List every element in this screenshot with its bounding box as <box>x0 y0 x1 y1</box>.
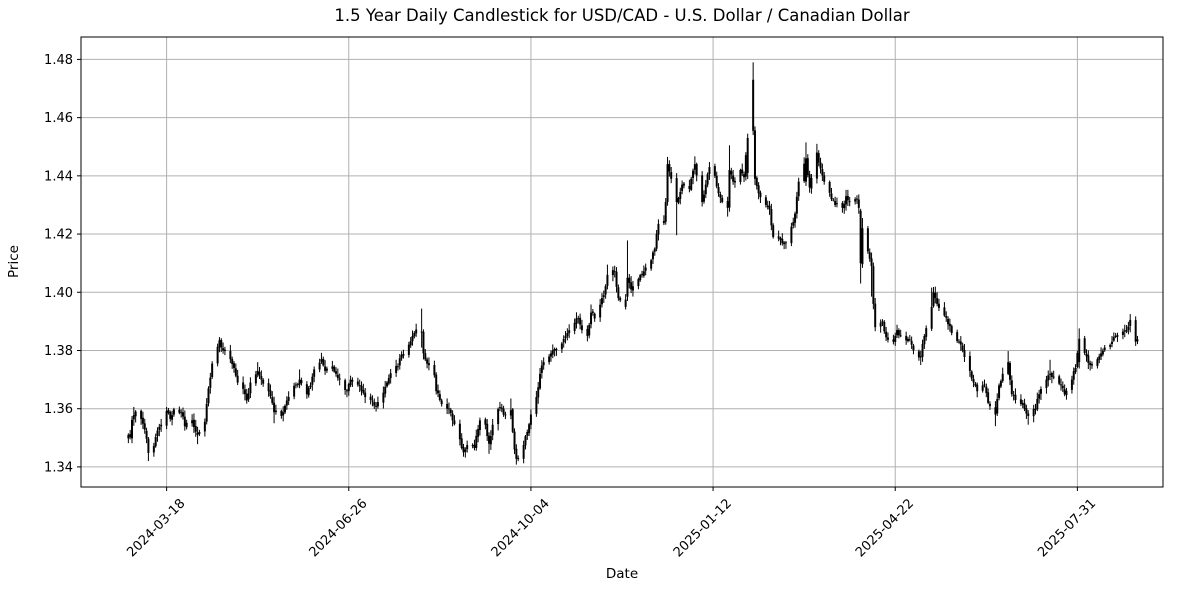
x-tick-label: 2025-04-22 <box>853 496 917 560</box>
y-tick-label: 1.34 <box>44 460 73 475</box>
y-tick-label: 1.48 <box>44 53 73 68</box>
candlestick-series <box>127 62 1139 465</box>
gridlines <box>81 37 1163 487</box>
y-tick-label: 1.40 <box>44 286 73 301</box>
axis-ticks-and-labels: 1.34 1.36 1.38 1.40 1.42 1.44 1.46 1.48 2024-03-… <box>44 53 1099 560</box>
axes-spines <box>80 36 1164 488</box>
y-tick-label: 1.36 <box>44 402 73 417</box>
x-tick-label: 2024-06-26 <box>307 496 371 560</box>
chart-title: 1.5 Year Daily Candlestick for USD/CAD -… <box>334 6 910 25</box>
x-tick-label: 2024-10-04 <box>489 496 553 560</box>
y-tick-label: 1.44 <box>44 169 73 184</box>
x-tick-label: 2025-07-31 <box>1035 496 1099 560</box>
x-tick-label: 2025-01-12 <box>671 496 735 560</box>
x-tick-label: 2024-03-18 <box>124 496 188 560</box>
y-tick-label: 1.42 <box>44 228 73 243</box>
x-axis-label: Date <box>605 566 639 582</box>
y-tick-label: 1.46 <box>44 111 73 126</box>
y-tick-label: 1.38 <box>44 344 73 359</box>
